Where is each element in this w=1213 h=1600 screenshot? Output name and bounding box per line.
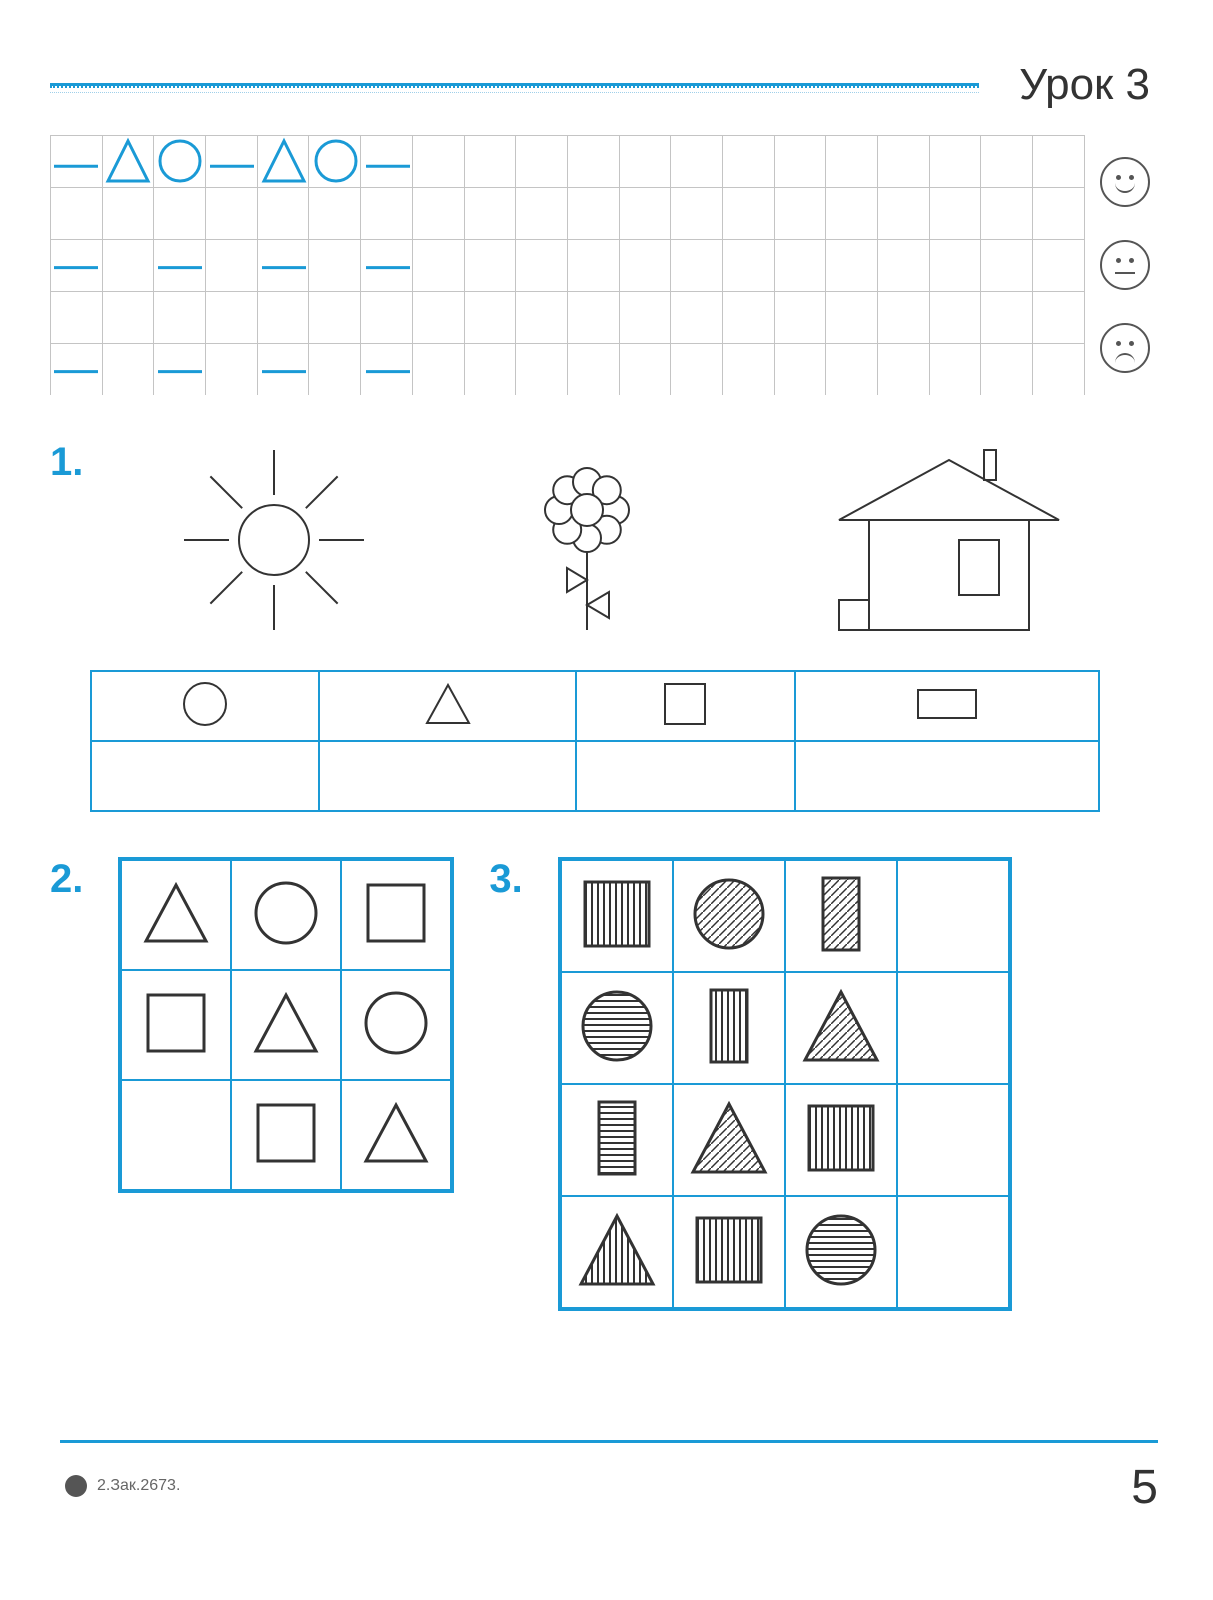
grid-cell [897, 860, 1009, 972]
grid-cell [561, 972, 673, 1084]
shape-count-table [90, 670, 1100, 812]
page-header: Урок 3 [50, 60, 1150, 110]
grid-cell [231, 860, 341, 970]
header-rule [50, 83, 979, 88]
grid-cell [785, 972, 897, 1084]
face-happy-icon [1100, 157, 1150, 207]
writing-grid [50, 135, 1085, 395]
grid-cell [673, 1196, 785, 1308]
rating-faces [1100, 135, 1150, 395]
exercise-1-label: 1. [50, 440, 83, 485]
grid-cell [673, 972, 785, 1084]
sun-icon [174, 440, 374, 640]
exercise-1-pictures [113, 440, 1150, 640]
shape-header-rectangle [795, 671, 1099, 741]
grid-cell [673, 860, 785, 972]
exercise-2-label: 2. [50, 857, 83, 902]
grid-cell [121, 970, 231, 1080]
exercise-1: 1. [50, 440, 1150, 640]
footer-dot-icon [65, 1475, 87, 1497]
grid-cell [341, 970, 451, 1080]
grid-cell [561, 1196, 673, 1308]
grid-cell [785, 1084, 897, 1196]
exercise-3-label: 3. [489, 857, 522, 902]
grid-cell [561, 1084, 673, 1196]
footer-code: 2.Зак.2673. [97, 1477, 180, 1495]
lesson-title: Урок 3 [1019, 60, 1150, 110]
grid-cell [341, 860, 451, 970]
shape-header-square [576, 671, 795, 741]
writing-grid-section [50, 135, 1150, 395]
face-sad-icon [1100, 323, 1150, 373]
face-neutral-icon [1100, 240, 1150, 290]
grid-cell [561, 860, 673, 972]
footer-mark: 2.Зак.2673. [65, 1475, 180, 1497]
page-number: 5 [1131, 1460, 1158, 1515]
grid-cell [121, 860, 231, 970]
exercises-2-3-row: 2. 3. [50, 857, 1150, 1311]
grid-cell [121, 1080, 231, 1190]
grid-cell [341, 1080, 451, 1190]
flower-icon [497, 440, 677, 640]
exercise-3-grid [558, 857, 1012, 1311]
grid-cell [673, 1084, 785, 1196]
footer-rule [60, 1440, 1158, 1443]
exercise-2-grid [118, 857, 454, 1193]
grid-cell [785, 860, 897, 972]
grid-cell [897, 1084, 1009, 1196]
grid-cell [897, 1196, 1009, 1308]
grid-cell [785, 1196, 897, 1308]
shape-header-triangle [319, 671, 576, 741]
shape-header-circle [91, 671, 319, 741]
house-icon [799, 440, 1089, 640]
grid-cell [231, 1080, 341, 1190]
grid-cell [231, 970, 341, 1080]
grid-cell [897, 972, 1009, 1084]
